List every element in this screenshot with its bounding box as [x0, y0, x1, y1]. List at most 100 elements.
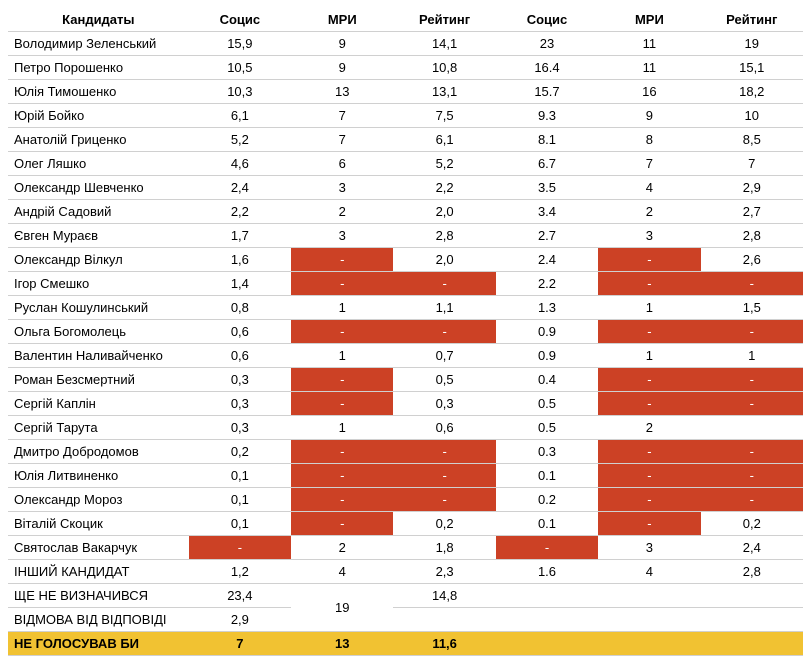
cell-value: 2 [291, 200, 393, 224]
cell-value: 0.2 [496, 488, 598, 512]
cell-value: 18,2 [701, 80, 803, 104]
table-row: НЕ ГОЛОСУВАВ БИ71311,6 [8, 632, 803, 656]
cell-value: 0.1 [496, 512, 598, 536]
cell-value: 16.4 [496, 56, 598, 80]
cell-value: - [291, 248, 393, 272]
cell-value: - [393, 488, 495, 512]
candidate-name: Євген Мураєв [8, 224, 189, 248]
candidate-name: Святослав Вакарчук [8, 536, 189, 560]
cell-value: 0,1 [189, 488, 291, 512]
cell-value: 7 [701, 152, 803, 176]
cell-value: 1,1 [393, 296, 495, 320]
candidate-name: Петро Порошенко [8, 56, 189, 80]
cell-value: 2,9 [189, 608, 291, 632]
table-row: Руслан Кошулинський0,811,11.311,5 [8, 296, 803, 320]
cell-value: 8,5 [701, 128, 803, 152]
cell-value: 1.3 [496, 296, 598, 320]
cell-value: 2,8 [701, 560, 803, 584]
cell-value: 8.1 [496, 128, 598, 152]
cell-value: 5,2 [393, 152, 495, 176]
col-mri-2: МРИ [598, 8, 700, 32]
cell-value: 1 [701, 344, 803, 368]
candidate-name: Сергій Тарута [8, 416, 189, 440]
cell-value: 6,1 [393, 128, 495, 152]
cell-value: 1,4 [189, 272, 291, 296]
cell-value: - [701, 272, 803, 296]
cell-value: 0,6 [189, 320, 291, 344]
cell-value: 13,1 [393, 80, 495, 104]
cell-value: 14,8 [393, 584, 495, 608]
cell-value: 2.4 [496, 248, 598, 272]
candidate-name: Віталій Скоцик [8, 512, 189, 536]
table-row: Сергій Каплін0,3-0,30.5-- [8, 392, 803, 416]
cell-value: 9 [291, 56, 393, 80]
cell-value: - [701, 464, 803, 488]
cell-value: - [598, 272, 700, 296]
cell-value: 6.7 [496, 152, 598, 176]
cell-value: 2,3 [393, 560, 495, 584]
cell-value: - [291, 368, 393, 392]
candidate-name: Роман Безсмертний [8, 368, 189, 392]
table-row: Анатолій Гриценко5,276,18.188,5 [8, 128, 803, 152]
cell-value: 9.3 [496, 104, 598, 128]
candidate-name: НЕ ГОЛОСУВАВ БИ [8, 632, 189, 656]
cell-value: 1 [291, 344, 393, 368]
col-socis-1: Социс [189, 8, 291, 32]
table-row: Юлія Литвиненко0,1--0.1-- [8, 464, 803, 488]
cell-value: 0,3 [189, 416, 291, 440]
candidate-name: Андрій Садовий [8, 200, 189, 224]
cell-value: 2 [598, 200, 700, 224]
cell-value: 1,6 [189, 248, 291, 272]
cell-value: - [291, 440, 393, 464]
cell-value: 6 [291, 152, 393, 176]
cell-value: 16 [598, 80, 700, 104]
cell-value: - [393, 464, 495, 488]
cell-value [701, 584, 803, 608]
table-row: ЩЕ НЕ ВИЗНАЧИВСЯ23,41914,8 [8, 584, 803, 608]
cell-value: - [598, 488, 700, 512]
cell-value: 0.5 [496, 416, 598, 440]
cell-value: 0,2 [189, 440, 291, 464]
cell-value: 0,3 [189, 392, 291, 416]
cell-value: 2.2 [496, 272, 598, 296]
cell-value: - [291, 272, 393, 296]
cell-value: - [189, 536, 291, 560]
cell-value: - [701, 488, 803, 512]
cell-value: 10,5 [189, 56, 291, 80]
cell-value: - [598, 320, 700, 344]
cell-value: 0,2 [701, 512, 803, 536]
table-row: Ольга Богомолець0,6--0.9-- [8, 320, 803, 344]
cell-value: - [598, 512, 700, 536]
cell-value: 6,1 [189, 104, 291, 128]
table-row: Юлія Тимошенко10,31313,115.71618,2 [8, 80, 803, 104]
cell-value: 3 [598, 536, 700, 560]
candidate-name: Ігор Смешко [8, 272, 189, 296]
cell-value: 13 [291, 632, 393, 656]
cell-value [701, 608, 803, 632]
candidate-name: ІНШИЙ КАНДИДАТ [8, 560, 189, 584]
cell-value: 4 [598, 176, 700, 200]
cell-value: 3 [598, 224, 700, 248]
cell-value: 2,4 [701, 536, 803, 560]
cell-value: 2,2 [189, 200, 291, 224]
cell-value: 0,6 [189, 344, 291, 368]
cell-value [496, 584, 598, 608]
cell-value: 19 [701, 32, 803, 56]
cell-value [393, 608, 495, 632]
cell-value: 9 [598, 104, 700, 128]
cell-value [701, 416, 803, 440]
cell-value: 4,6 [189, 152, 291, 176]
cell-value: 1,8 [393, 536, 495, 560]
cell-value: 1,7 [189, 224, 291, 248]
table-row: Сергій Тарута0,310,60.52 [8, 416, 803, 440]
cell-value: 14,1 [393, 32, 495, 56]
candidate-name: Олександр Мороз [8, 488, 189, 512]
cell-value: 7 [291, 128, 393, 152]
cell-value [598, 608, 700, 632]
cell-value: 2,8 [393, 224, 495, 248]
table-row: Олег Ляшко4,665,26.777 [8, 152, 803, 176]
cell-value: 2,0 [393, 200, 495, 224]
cell-value: 1 [598, 296, 700, 320]
cell-value: 4 [598, 560, 700, 584]
cell-value: 0,3 [393, 392, 495, 416]
